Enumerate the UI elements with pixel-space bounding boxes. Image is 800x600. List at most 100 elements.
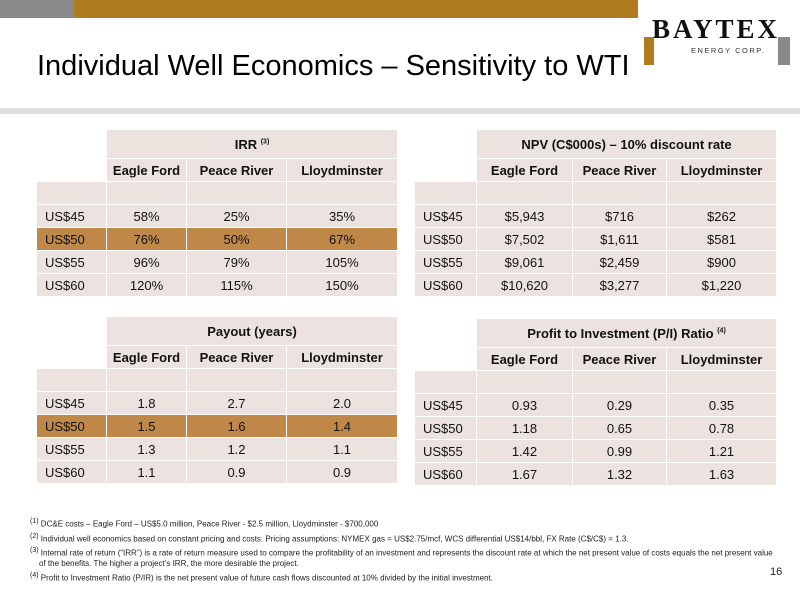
column-header: Eagle Ford — [106, 158, 187, 182]
row-label: US$60 — [414, 273, 477, 297]
table-cell: 2.7 — [186, 391, 287, 415]
footnote-item: (3) Internal rate of return (“IRR”) is a… — [30, 546, 778, 569]
table-cell: 1.63 — [665, 462, 778, 486]
table-cell: 58% — [106, 204, 187, 228]
table-cell: 0.35 — [665, 393, 778, 417]
table-cell: 0.29 — [572, 393, 667, 417]
logo-gold-bar — [644, 37, 654, 65]
footnote-number: (4) — [30, 571, 39, 579]
corner-cell — [414, 318, 477, 348]
logo-subtitle: ENERGY CORP. — [691, 46, 766, 55]
table-cell: 67% — [286, 227, 398, 251]
column-header: Lloydminster — [665, 158, 778, 182]
pi-ratio-table: Profit to Investment (P/I) Ratio (4) Eag… — [414, 318, 778, 486]
table-cell: 1.1 — [285, 437, 399, 461]
column-header: Lloydminster — [285, 345, 399, 369]
table-cell: 79% — [186, 250, 287, 274]
column-header: Lloydminster — [665, 347, 778, 371]
row-label: US$55 — [414, 439, 477, 463]
table-cell: 1.32 — [572, 462, 667, 486]
table-cell: 0.78 — [665, 416, 778, 440]
table-cell: 1.2 — [186, 437, 287, 461]
table-row: US$45 0.93 0.29 0.35 — [414, 393, 778, 417]
corner-cell — [414, 347, 477, 371]
table-cell: 0.9 — [285, 460, 399, 484]
npv-table-title: NPV (C$000s) – 10% discount rate — [475, 129, 778, 159]
npv-table: NPV (C$000s) – 10% discount rate Eagle F… — [414, 129, 778, 297]
column-header: Peace River — [572, 347, 667, 371]
table-cell: 150% — [286, 273, 398, 297]
row-label: US$45 — [414, 204, 477, 228]
column-header: Eagle Ford — [476, 347, 573, 371]
table-cell: $900 — [665, 250, 778, 274]
footnote-number: (3) — [30, 547, 39, 555]
table-row: US$60 1.1 0.9 0.9 — [36, 460, 399, 484]
table-cell: 25% — [186, 204, 287, 228]
corner-cell — [414, 158, 477, 182]
payout-table: Payout (years) Eagle Ford Peace River Ll… — [36, 316, 399, 484]
table-cell: 35% — [286, 204, 398, 228]
table-row: US$55 1.42 0.99 1.21 — [414, 439, 778, 463]
footnote-number: (1) — [30, 518, 39, 525]
table-cell: $581 — [665, 227, 778, 251]
corner-cell — [36, 345, 107, 369]
row-label: US$45 — [414, 393, 477, 417]
table-cell: 105% — [286, 250, 398, 274]
footnote-item: (2) Individual well economics based on c… — [30, 532, 778, 545]
table-cell: 1.42 — [476, 439, 573, 463]
top-accent-bar — [0, 0, 800, 18]
table-row: US$50 1.18 0.65 0.78 — [414, 416, 778, 440]
table-cell: 115% — [186, 273, 287, 297]
table-cell: 0.93 — [476, 393, 573, 417]
table-cell: 1.6 — [186, 414, 287, 438]
pi-table-title: Profit to Investment (P/I) Ratio (4) — [475, 318, 778, 348]
table-row: US$60 1.67 1.32 1.63 — [414, 462, 778, 486]
row-label: US$55 — [36, 437, 107, 461]
table-cell: 0.65 — [572, 416, 667, 440]
accent-grey-segment — [0, 0, 74, 18]
corner-cell — [36, 129, 107, 159]
row-label: US$45 — [36, 204, 107, 228]
table-cell: 1.4 — [285, 414, 399, 438]
column-header: Eagle Ford — [476, 158, 573, 182]
table-cell: $10,620 — [476, 273, 573, 297]
table-cell: 0.9 — [186, 460, 287, 484]
footnotes: (1) DC&E costs – Eagle Ford – US$5.0 mil… — [30, 517, 778, 586]
row-label: US$45 — [36, 391, 107, 415]
table-cell: $2,459 — [572, 250, 667, 274]
table-row: US$55 96% 79% 105% — [36, 250, 398, 274]
row-label: US$60 — [36, 460, 107, 484]
table-row: US$45 58% 25% 35% — [36, 204, 398, 228]
page-number: 16 — [770, 566, 783, 578]
table-cell: $9,061 — [476, 250, 573, 274]
table-cell: $7,502 — [476, 227, 573, 251]
table-cell: 1.21 — [665, 439, 778, 463]
column-header: Peace River — [186, 345, 287, 369]
table-row: US$60 $10,620 $3,277 $1,220 — [414, 273, 778, 297]
footnote-item: (4) Profit to Investment Ratio (P/IR) is… — [30, 571, 778, 584]
row-label: US$50 — [414, 416, 477, 440]
spacer-row — [36, 368, 399, 392]
table-row: US$60 120% 115% 150% — [36, 273, 398, 297]
title-divider — [0, 108, 800, 114]
row-label: US$60 — [36, 273, 107, 297]
table-cell: $1,611 — [572, 227, 667, 251]
column-header: Eagle Ford — [106, 345, 187, 369]
table-cell: 1.5 — [106, 414, 187, 438]
table-cell: $262 — [665, 204, 778, 228]
column-header: Peace River — [572, 158, 667, 182]
table-cell: $716 — [572, 204, 667, 228]
accent-gold-segment — [74, 0, 638, 18]
row-label: US$55 — [36, 250, 107, 274]
spacer-row — [414, 370, 778, 394]
company-logo: BAYTEX ENERGY CORP. — [644, 10, 794, 65]
table-cell: $1,220 — [665, 273, 778, 297]
spacer-row — [414, 181, 778, 205]
table-cell: 76% — [106, 227, 187, 251]
column-header: Peace River — [186, 158, 287, 182]
payout-table-title: Payout (years) — [105, 316, 399, 346]
table-cell: 120% — [106, 273, 187, 297]
table-cell: $5,943 — [476, 204, 573, 228]
corner-cell — [36, 316, 107, 346]
table-cell: 1.18 — [476, 416, 573, 440]
